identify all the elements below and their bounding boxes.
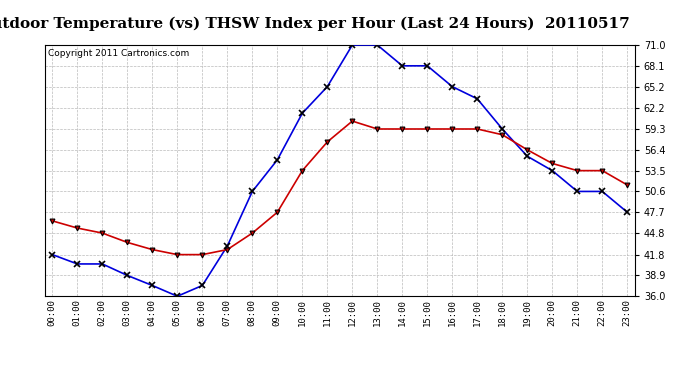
Text: Outdoor Temperature (vs) THSW Index per Hour (Last 24 Hours)  20110517: Outdoor Temperature (vs) THSW Index per …: [0, 17, 629, 31]
Text: Copyright 2011 Cartronics.com: Copyright 2011 Cartronics.com: [48, 49, 189, 58]
